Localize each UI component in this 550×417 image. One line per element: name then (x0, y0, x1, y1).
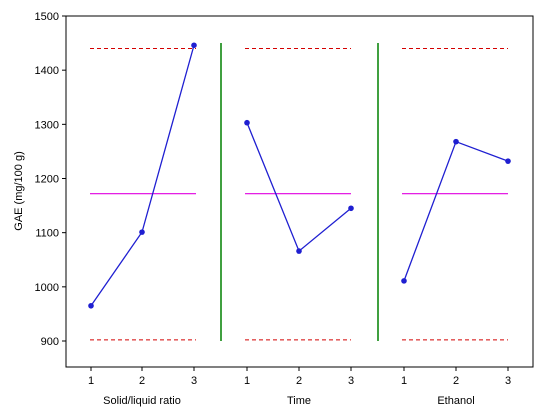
series-lines (88, 42, 511, 309)
y-tick-label: 1300 (35, 119, 59, 131)
data-point (348, 205, 354, 212)
data-point (139, 229, 145, 235)
y-axis: 900 1000 1100 1200 1300 1400 1500 (35, 11, 66, 348)
x-tick-label: 3 (505, 375, 511, 387)
x-tick-label: 3 (348, 375, 354, 387)
y-axis-title: GAE (mg/100 g) (13, 151, 25, 230)
y-tick-label: 1200 (35, 174, 59, 186)
panel-name: Time (287, 395, 311, 407)
plot-frame (65, 15, 534, 368)
series-line (403, 140, 509, 282)
data-point (296, 248, 302, 254)
y-tick-label: 1500 (35, 11, 59, 23)
x-tick-label: 3 (191, 375, 197, 387)
y-tick-label: 1100 (35, 228, 59, 240)
x-tick-label: 1 (244, 375, 250, 387)
x-tick-label: 2 (296, 375, 302, 387)
data-point (244, 119, 250, 126)
panel-name: Ethanol (437, 395, 474, 407)
data-point (401, 278, 407, 284)
y-tick-label: 1400 (35, 65, 59, 77)
x-axis: 1 2 3 Solid/liquid ratio 1 2 3 Time 1 2 3 Ethanol (88, 367, 511, 407)
x-tick-label: 2 (453, 375, 459, 387)
y-tick-label: 900 (41, 336, 59, 348)
reference-lines (90, 48, 508, 341)
x-tick-label: 1 (401, 375, 407, 387)
data-point (505, 158, 511, 164)
series-line (90, 45, 195, 307)
panel-name: Solid/liquid ratio (103, 395, 181, 407)
data-point (191, 42, 197, 49)
panel-separators (220, 43, 379, 341)
y-tick-label: 1000 (35, 282, 59, 294)
series-line (246, 122, 352, 253)
data-point (453, 138, 459, 145)
x-tick-label: 2 (139, 375, 145, 387)
x-tick-label: 1 (88, 375, 94, 387)
data-point (88, 302, 94, 309)
